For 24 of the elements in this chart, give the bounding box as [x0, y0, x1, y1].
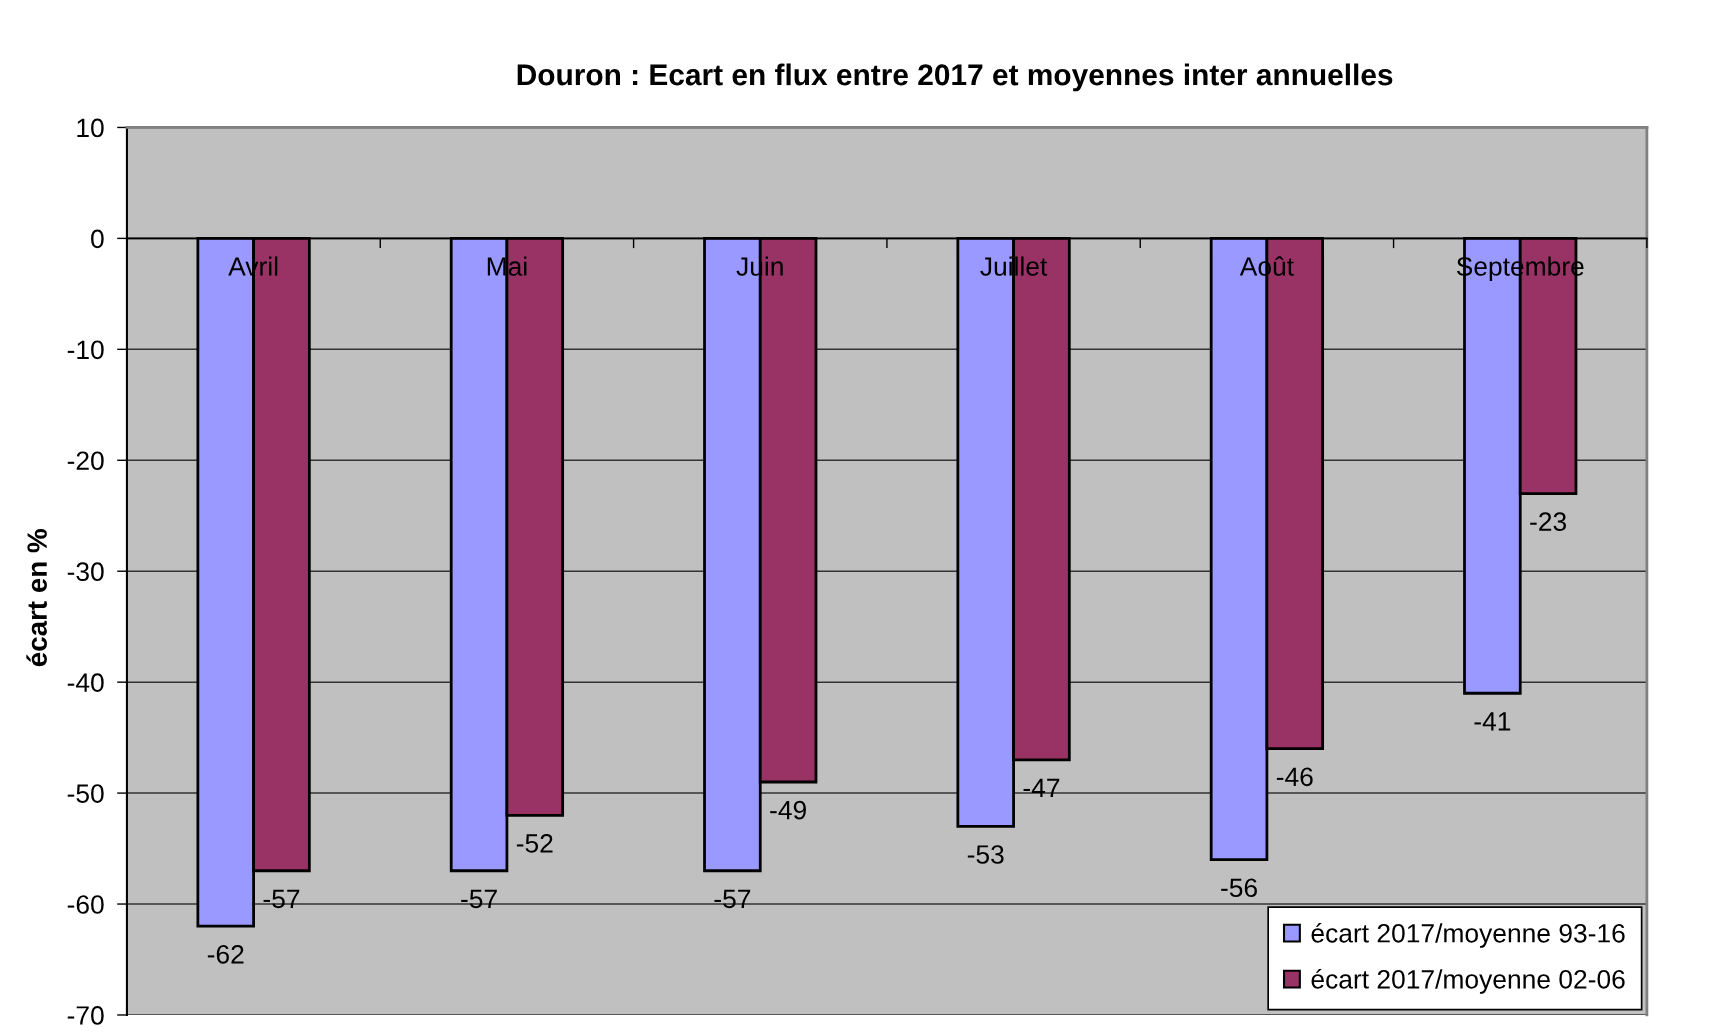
data-label: -56	[1221, 878, 1257, 898]
legend-label: écart 2017/moyenne 93-16	[1311, 922, 1625, 948]
data-label: -41	[1474, 712, 1511, 731]
y-tick-label: -10	[67, 340, 104, 360]
x-tick-label: Août	[1239, 256, 1294, 276]
data-label: -53	[967, 845, 1004, 864]
x-tick-label: Mai	[487, 256, 527, 276]
y-tick-label: -40	[67, 673, 104, 692]
y-tick-label: -30	[67, 562, 104, 582]
y-tick-label: -50	[67, 784, 104, 803]
y-tick-label: -60	[67, 895, 104, 914]
chart-title: Douron : Ecart en flux entre 2017 et moyennes inter annuelles	[517, 63, 1393, 92]
data-label: -62	[207, 944, 244, 964]
data-label: -23	[1530, 512, 1567, 531]
data-label: -49	[770, 800, 806, 820]
legend-label: écart 2017/moyenne 02-06	[1311, 968, 1625, 994]
y-tick-label: 10	[77, 118, 104, 138]
y-axis-title: écart en %	[26, 529, 47, 667]
y-tick-label: -70	[67, 1006, 104, 1025]
y-tick-label: 0	[91, 229, 104, 249]
data-label: -46	[1276, 767, 1313, 787]
data-label: -52	[516, 834, 553, 853]
y-tick-label: -20	[67, 451, 104, 471]
x-tick-label: Juillet	[980, 256, 1048, 276]
